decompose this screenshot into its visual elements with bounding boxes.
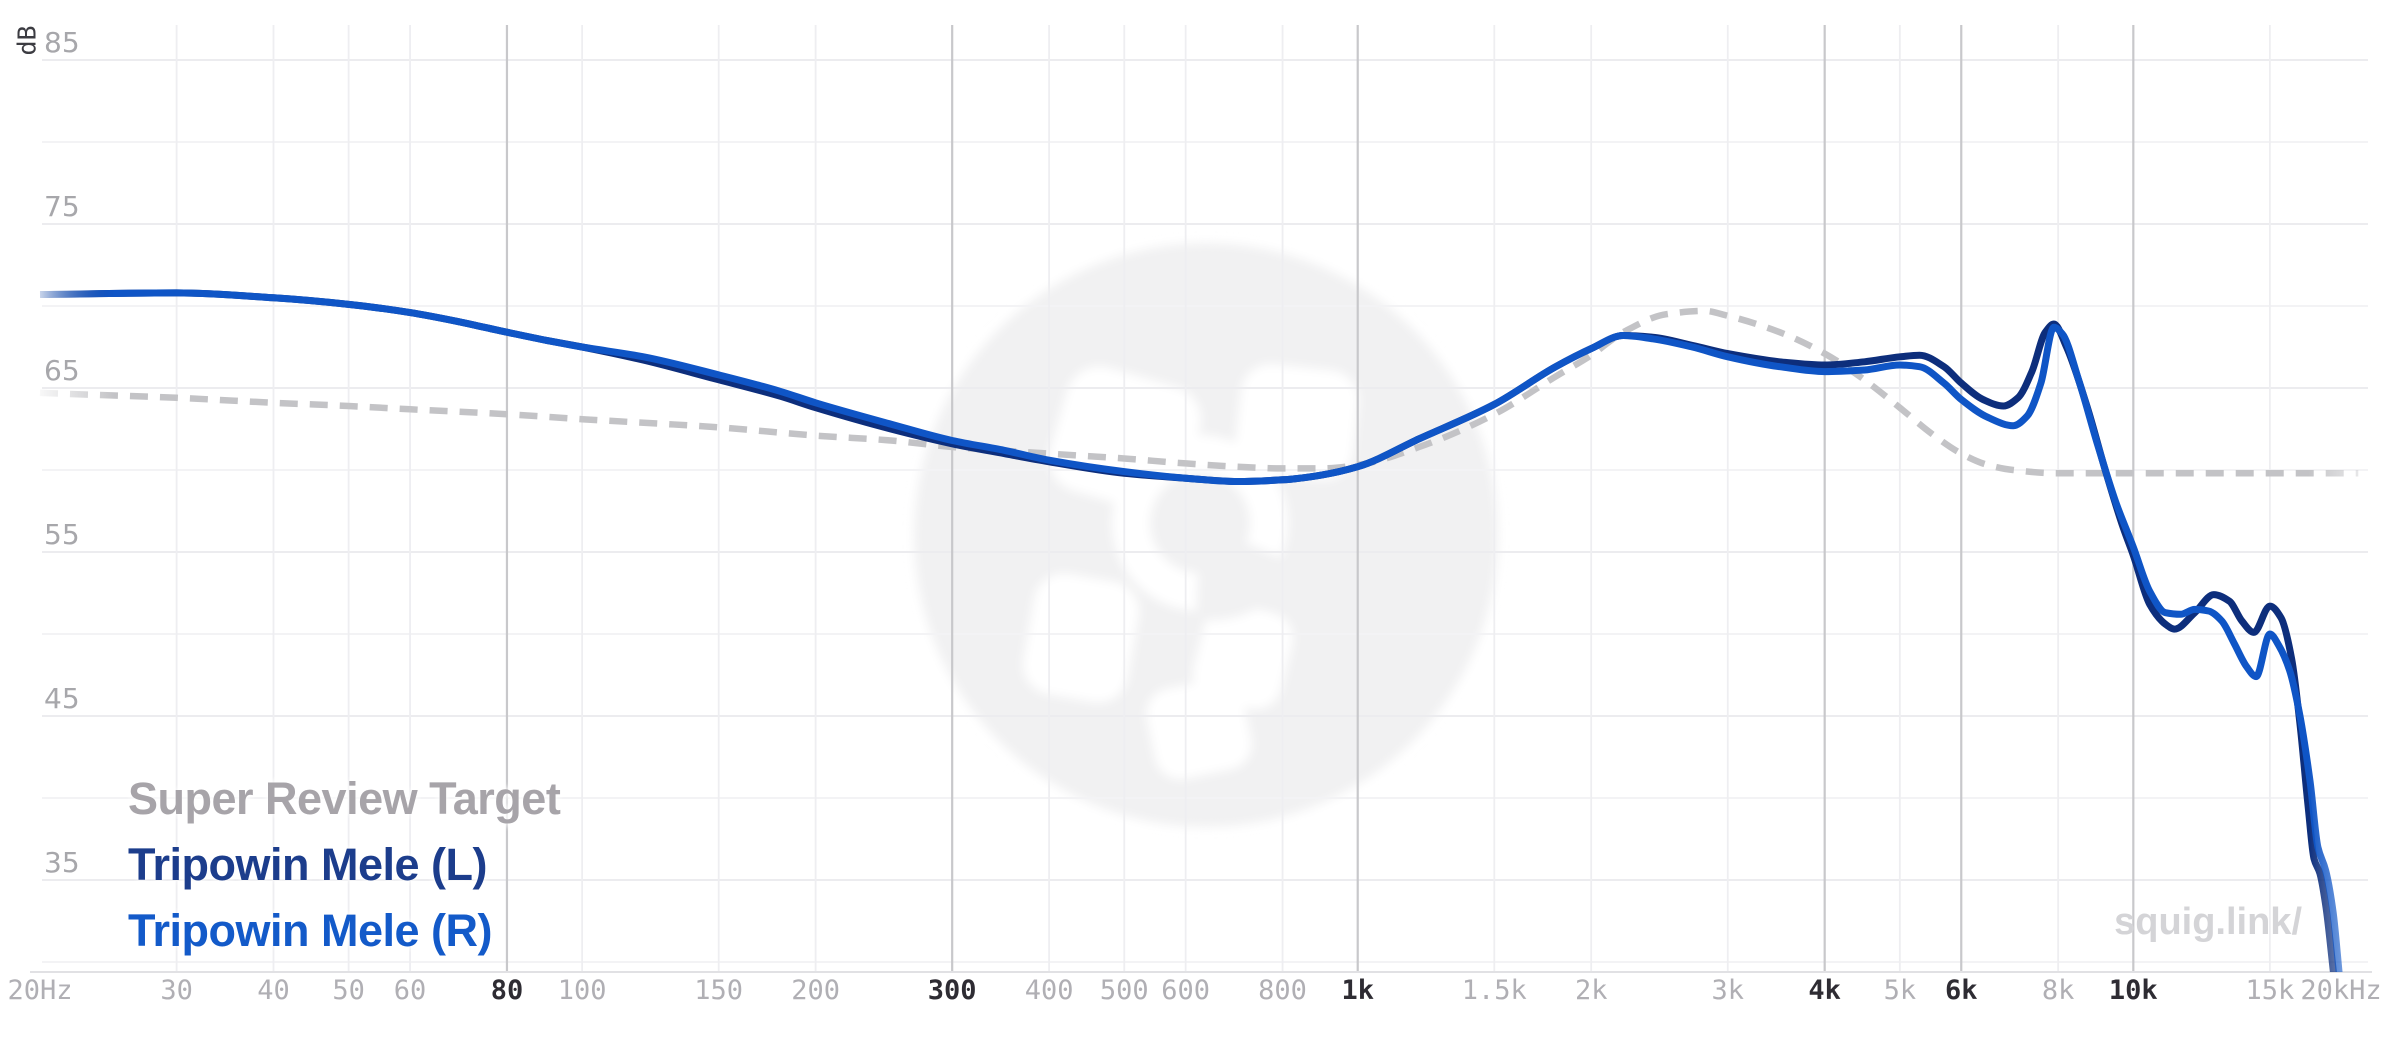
- x-tick-label: 5k: [1884, 975, 1917, 1006]
- curves: [39, 289, 2359, 972]
- x-tick-label: 800: [1258, 975, 1307, 1006]
- x-tick-label: 20Hz: [7, 975, 72, 1006]
- x-tick-label: 6k: [1945, 975, 1978, 1006]
- squig-link-site-watermark: squig.link/: [2114, 901, 2302, 943]
- y-tick-label: 65: [44, 354, 80, 387]
- x-tick-label: 4k: [1808, 975, 1841, 1006]
- x-tick-label: 2k: [1575, 975, 1608, 1006]
- x-tick-label: 200: [791, 975, 840, 1006]
- x-tick-label: 400: [1025, 975, 1074, 1006]
- y-tick-label: 45: [44, 682, 80, 715]
- x-tick-label: 150: [694, 975, 743, 1006]
- x-tick-label: 1k: [1341, 975, 1374, 1006]
- x-tick-label: 40: [257, 975, 290, 1006]
- y-tick-label: 55: [44, 518, 80, 551]
- x-tick-label: 15k: [2246, 975, 2295, 1006]
- legend-item-mele-l[interactable]: Tripowin Mele (L): [128, 839, 488, 890]
- x-tick-label: 1.5k: [1462, 975, 1527, 1006]
- vertical-gridlines: [175, 25, 2271, 972]
- x-tick-label: 10k: [2109, 975, 2158, 1006]
- squiglink-logo-watermark: [914, 243, 1498, 827]
- x-tick-label: 500: [1100, 975, 1149, 1006]
- legend: Super Review Target Tripowin Mele (L) Tr…: [128, 766, 561, 964]
- x-tick-label: 100: [558, 975, 607, 1006]
- legend-item-mele-r[interactable]: Tripowin Mele (R): [128, 905, 493, 956]
- y-tick-label: 75: [44, 190, 80, 223]
- y-tick-labels: 85 75 65 55 45 35: [44, 26, 80, 879]
- x-tick-labels: 20Hz 30 40 50 60 80 100 150 200 300 400 500 600 800 1k…: [7, 975, 2381, 1006]
- curve-target: [39, 307, 2359, 477]
- legend-item-target[interactable]: Super Review Target: [128, 773, 561, 824]
- y-tick-label: 85: [44, 26, 80, 59]
- x-tick-label: 3k: [1712, 975, 1745, 1006]
- y-tick-label: 35: [44, 846, 80, 879]
- curve-mele_l: [39, 289, 2337, 972]
- x-tick-label: 30: [160, 975, 193, 1006]
- x-tick-label: 300: [928, 975, 977, 1006]
- curve-mele_r: [39, 289, 2343, 972]
- y-axis-unit-label: dB: [12, 25, 42, 56]
- x-tick-label: 600: [1161, 975, 1210, 1006]
- x-tick-label: 8k: [2042, 975, 2075, 1006]
- x-tick-label: 20kHz: [2300, 975, 2381, 1006]
- horizontal-gridlines: [42, 59, 2368, 963]
- x-tick-label: 60: [394, 975, 427, 1006]
- x-tick-label: 80: [491, 975, 524, 1006]
- x-tick-label: 50: [332, 975, 365, 1006]
